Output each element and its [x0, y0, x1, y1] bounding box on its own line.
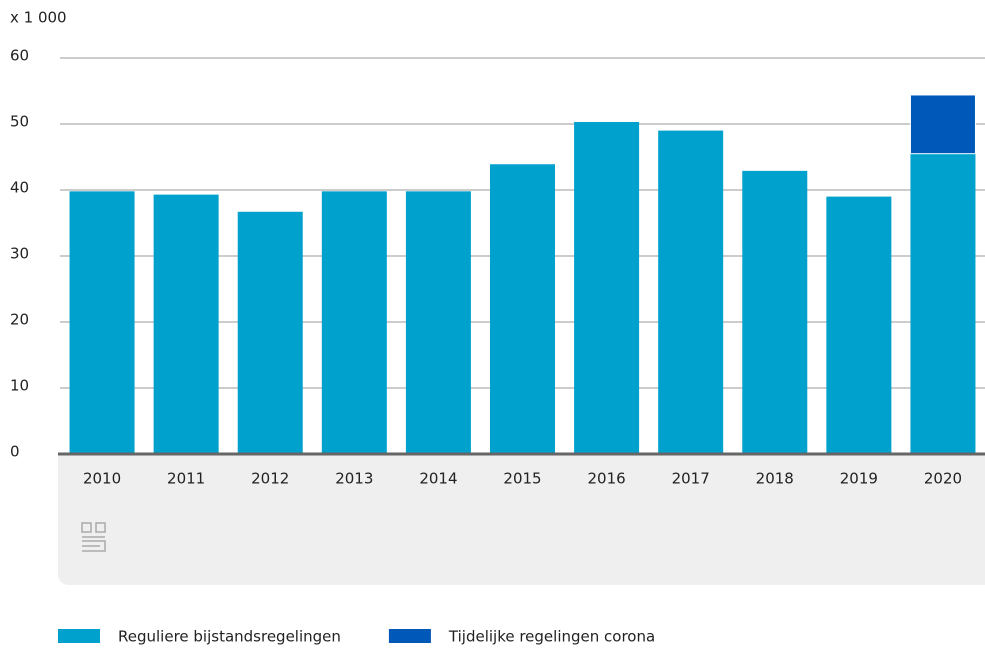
bar — [153, 194, 219, 454]
bar — [910, 153, 976, 454]
x-tick-label: 2011 — [167, 470, 205, 488]
bar — [69, 191, 135, 454]
legend-label: Tijdelijke regelingen corona — [448, 628, 655, 646]
bar — [658, 130, 724, 454]
x-tick-label: 2017 — [672, 470, 710, 488]
legend-swatch — [388, 629, 431, 643]
y-tick-label: 40 — [10, 179, 29, 197]
x-tick-label: 2016 — [587, 470, 625, 488]
bar — [574, 122, 640, 455]
bar — [405, 191, 471, 454]
legend-swatch — [58, 629, 100, 643]
x-tick-label: 2018 — [756, 470, 794, 488]
axis-panel — [58, 454, 985, 585]
logo — [81, 522, 106, 552]
bar — [490, 164, 555, 454]
x-tick-label: 2020 — [924, 470, 962, 488]
y-tick-label: 30 — [10, 245, 29, 263]
y-axis-unit: x 1 000 — [10, 9, 67, 27]
x-tick-label: 2015 — [503, 470, 541, 488]
bar — [237, 211, 303, 454]
bar — [742, 170, 808, 455]
y-tick-label: 50 — [10, 113, 29, 131]
x-tick-label: 2019 — [840, 470, 878, 488]
legend-label: Reguliere bijstandsregelingen — [118, 628, 341, 646]
y-tick-label: 20 — [10, 311, 29, 329]
bar — [826, 196, 892, 454]
x-tick-label: 2010 — [83, 470, 121, 488]
bar — [909, 94, 976, 155]
bar — [321, 191, 387, 454]
y-tick-label: 10 — [10, 377, 29, 395]
x-tick-label: 2012 — [251, 470, 289, 488]
y-tick-label: 0 — [10, 443, 20, 461]
x-tick-label: 2014 — [419, 470, 457, 488]
x-tick-label: 2013 — [335, 470, 373, 488]
y-tick-label: 60 — [10, 47, 29, 65]
